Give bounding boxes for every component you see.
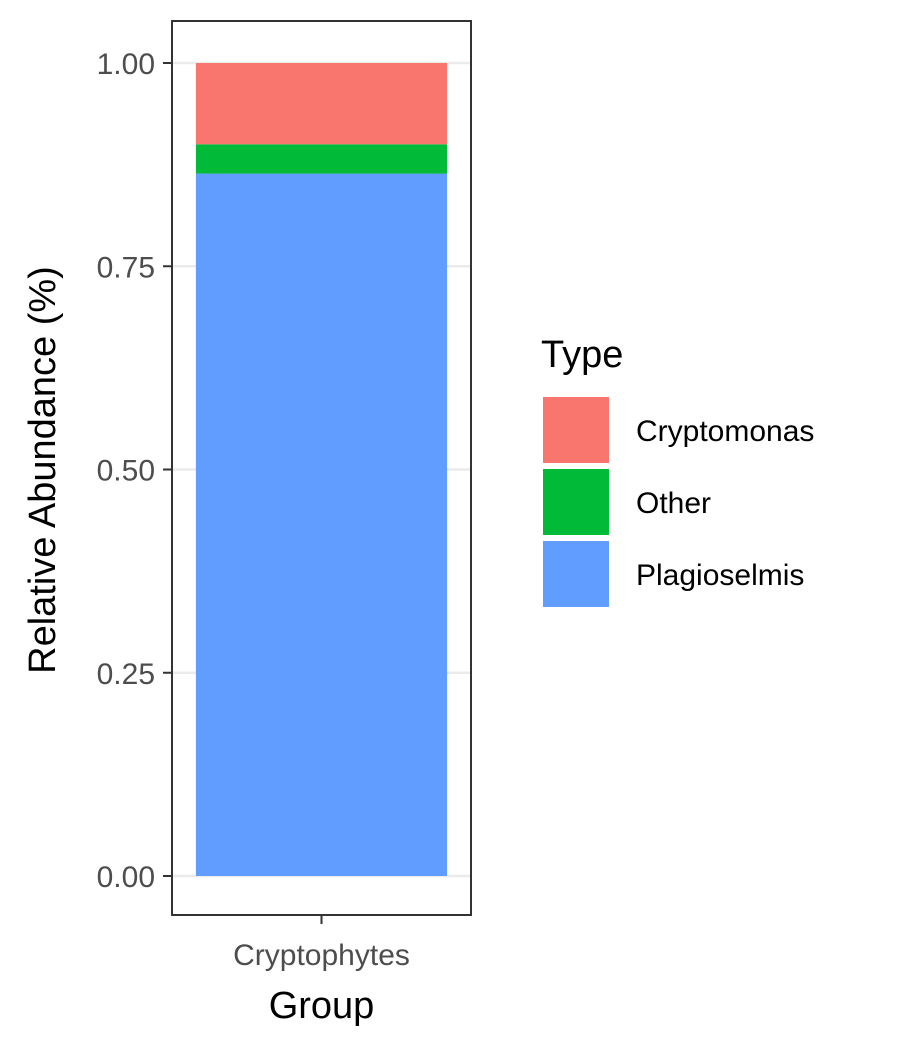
y-tick-label: 1.00 — [97, 48, 155, 81]
legend-key-plagioselmis — [543, 541, 609, 607]
y-axis-title: Relative Abundance (%) — [22, 266, 64, 674]
legend-key-other — [543, 469, 609, 535]
x-axis: Cryptophytes — [233, 915, 410, 972]
bar-stack — [195, 63, 448, 876]
legend-label-cryptomonas: Cryptomonas — [636, 415, 814, 448]
legend-label-other: Other — [636, 487, 711, 520]
bar-segment-other — [195, 144, 448, 174]
x-tick-label: Cryptophytes — [233, 939, 410, 972]
bar-segment-cryptomonas — [195, 63, 448, 145]
y-tick-label: 0.50 — [97, 455, 155, 488]
y-tick-label: 0.25 — [97, 658, 155, 691]
legend: Type Cryptomonas Other Plagioselmis — [541, 334, 814, 607]
y-tick-label: 0.75 — [97, 251, 155, 284]
bar-segment-plagioselmis — [195, 173, 448, 876]
y-axis: 0.00 0.25 0.50 0.75 1.00 — [97, 48, 172, 894]
legend-title: Type — [541, 334, 623, 376]
y-tick-label: 0.00 — [97, 861, 155, 894]
legend-key-cryptomonas — [543, 397, 609, 463]
legend-label-plagioselmis: Plagioselmis — [636, 559, 804, 592]
x-axis-title: Group — [269, 985, 375, 1027]
